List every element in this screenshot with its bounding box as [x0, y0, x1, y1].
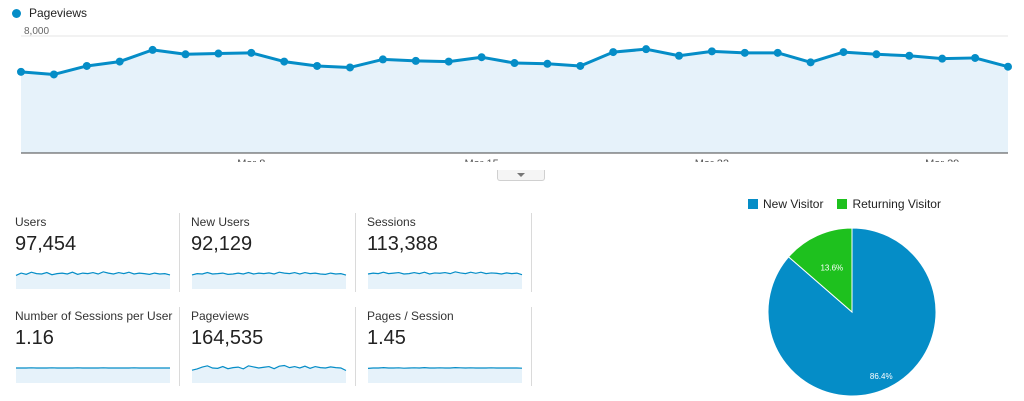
metric-value: 164,535: [191, 327, 264, 349]
visitor-pie-chart: 86.4% 13.6%: [767, 227, 937, 397]
data-point[interactable]: [773, 48, 782, 57]
data-point[interactable]: [247, 48, 256, 57]
data-point[interactable]: [82, 61, 91, 70]
metric-users[interactable]: Users 97,454: [15, 215, 185, 291]
metric-label: Sessions: [367, 215, 416, 229]
data-point[interactable]: [806, 58, 815, 67]
metric-value: 97,454: [15, 233, 77, 255]
metric-value: 92,129: [191, 233, 253, 255]
metric-sessions[interactable]: Sessions 113,388: [367, 215, 537, 291]
sparkline-area: [192, 272, 346, 289]
legend-label: New Visitor: [763, 197, 824, 211]
chart-collapse-toggle[interactable]: [497, 170, 545, 181]
data-point[interactable]: [510, 59, 519, 68]
metric-divider: [355, 307, 356, 386]
pageviews-area: [21, 49, 1008, 153]
metric-label: Pages / Session: [367, 309, 454, 323]
metric-label: Users: [15, 215, 47, 229]
data-point[interactable]: [675, 51, 683, 60]
data-point[interactable]: [971, 53, 980, 62]
sparkline: [15, 271, 171, 289]
metric-label: Number of Sessions per User: [15, 309, 173, 323]
x-tick-label: …: [18, 158, 29, 162]
legend-new-visitor[interactable]: New Visitor: [748, 197, 823, 211]
metric-value: 113,388: [367, 233, 438, 255]
data-point[interactable]: [49, 70, 58, 79]
pageviews-legend-label: Pageviews: [29, 6, 88, 20]
sparkline-line: [191, 271, 347, 276]
data-point[interactable]: [378, 55, 387, 64]
legend-swatch: [837, 199, 848, 209]
sparkline-area: [192, 365, 346, 383]
metric-pageviews[interactable]: Pageviews 164,535: [191, 309, 361, 385]
data-point[interactable]: [346, 63, 354, 72]
metric-label: Pageviews: [191, 309, 250, 323]
metric-sessions-per-user[interactable]: Number of Sessions per User 1.16: [15, 309, 185, 385]
chart-legend[interactable]: Pageviews: [12, 6, 87, 20]
sparkline-line: [15, 271, 171, 276]
data-point[interactable]: [115, 57, 124, 66]
data-point[interactable]: [609, 48, 618, 57]
pie-slice-label: 86.4%: [870, 372, 893, 381]
sparkline: [191, 271, 347, 289]
data-point[interactable]: [872, 50, 881, 59]
legend-returning-visitor[interactable]: Returning Visitor: [837, 197, 941, 211]
sparkline-line: [191, 364, 347, 372]
chevron-down-icon: [517, 173, 525, 177]
metric-divider: [179, 307, 180, 386]
data-point[interactable]: [707, 47, 716, 56]
metric-divider: [355, 213, 356, 292]
x-tick-label: Mar 15: [464, 158, 498, 162]
data-point[interactable]: [280, 57, 289, 66]
data-point[interactable]: [1004, 62, 1012, 71]
data-point[interactable]: [181, 50, 190, 59]
data-point[interactable]: [313, 61, 322, 70]
x-tick-label: Mar 8: [237, 158, 265, 162]
x-tick-label: Mar 22: [695, 158, 729, 162]
data-point[interactable]: [411, 56, 420, 65]
data-point[interactable]: [148, 45, 157, 54]
metric-divider: [179, 213, 180, 292]
legend-label: Returning Visitor: [852, 197, 941, 211]
sparkline: [367, 271, 523, 289]
sparkline: [191, 364, 347, 383]
data-point[interactable]: [477, 53, 486, 62]
y-tick-label: 8,000: [24, 26, 49, 37]
metric-value: 1.45: [367, 327, 406, 349]
sparkline-area: [16, 271, 170, 289]
data-point[interactable]: [642, 45, 651, 54]
data-point[interactable]: [543, 59, 552, 68]
data-point[interactable]: [905, 51, 914, 60]
data-point[interactable]: [839, 48, 848, 57]
data-point[interactable]: [17, 67, 25, 76]
data-point[interactable]: [444, 57, 453, 66]
data-point[interactable]: [214, 49, 223, 58]
sparkline-area: [16, 367, 170, 383]
sparkline-line: [367, 367, 523, 369]
metric-new-users[interactable]: New Users 92,129: [191, 215, 361, 291]
pageviews-line-chart: 8,0004,000…Mar 8Mar 15Mar 22Mar 29: [17, 26, 1012, 162]
pie-slice-label: 13.6%: [820, 264, 843, 273]
legend-swatch: [748, 199, 758, 209]
pie-slice-returning-visitor[interactable]: [787, 227, 853, 314]
pageviews-legend-dot: [12, 8, 21, 18]
x-tick-label: Mar 29: [925, 158, 959, 162]
metric-pages-per-session[interactable]: Pages / Session 1.45: [367, 309, 537, 385]
sparkline-line: [367, 271, 523, 276]
pie-legend: New Visitor Returning Visitor: [748, 197, 941, 211]
data-point[interactable]: [740, 48, 749, 57]
data-point[interactable]: [938, 54, 947, 63]
sparkline: [16, 367, 170, 383]
metric-label: New Users: [191, 215, 250, 229]
sparkline-area: [368, 271, 522, 289]
sparkline: [367, 367, 523, 383]
data-point[interactable]: [576, 61, 585, 70]
sparkline-area: [368, 367, 522, 383]
metric-divider: [531, 307, 532, 386]
metric-divider: [531, 213, 532, 292]
metric-value: 1.16: [15, 327, 54, 349]
